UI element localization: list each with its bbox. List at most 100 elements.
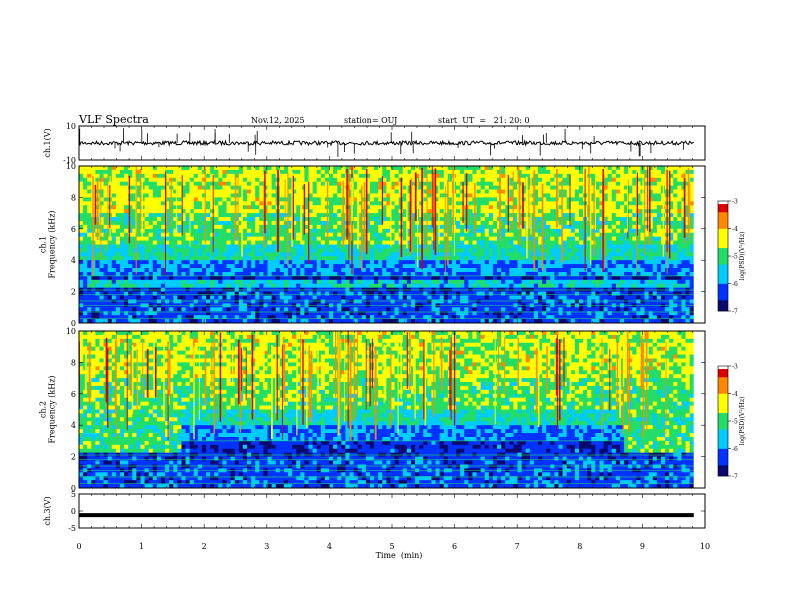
spectrogram-cell	[263, 232, 268, 238]
spectrogram-cell	[173, 232, 178, 238]
spectrogram-cell	[275, 279, 281, 285]
spectrogram-cell	[603, 209, 609, 214]
spectrogram-cell	[480, 256, 486, 261]
spectrogram-cell	[283, 189, 289, 194]
spectrogram-cell	[464, 248, 469, 253]
spectrogram-cell	[357, 181, 363, 187]
spectrogram-cell	[304, 173, 309, 179]
spectrogram-cell	[521, 252, 527, 257]
spectrogram-cell	[570, 193, 576, 198]
spectrogram-cell	[472, 283, 477, 289]
spectrogram-cell	[624, 201, 629, 206]
spectrogram-cell	[369, 217, 375, 222]
spectrogram-cell	[218, 268, 223, 273]
spectrogram-cell	[558, 236, 563, 241]
spectrogram-cell	[628, 268, 633, 273]
spectrogram-cell	[206, 205, 211, 210]
spectrogram-cell	[632, 271, 637, 277]
spectrogram-cell	[283, 205, 289, 210]
spectrogram-cell	[386, 271, 391, 277]
spectrogram-cell	[456, 177, 461, 183]
spectrogram-cell	[255, 177, 260, 183]
spectrogram-cell	[624, 173, 629, 179]
spectrogram-cell	[83, 248, 88, 253]
spectrogram-cell	[488, 209, 494, 214]
spectrogram-cell	[521, 232, 527, 238]
spectrogram-cell	[677, 166, 682, 171]
spectrogram-cell	[197, 236, 203, 241]
spectrogram-cell	[443, 181, 449, 187]
spectrogram-cell	[267, 228, 273, 234]
spectrogram-cell	[595, 271, 600, 277]
spectrogram-cell	[615, 189, 621, 194]
spectrogram-cell	[435, 256, 441, 261]
spectrogram-cell	[218, 209, 223, 214]
spectrogram-cell	[386, 240, 391, 245]
spectrogram-cell	[308, 205, 313, 210]
spectrogram-cell	[226, 232, 232, 238]
spectrogram-cell	[201, 173, 207, 179]
spectrogram-cell	[427, 256, 432, 261]
spectrogram-cell	[238, 173, 244, 179]
spectrogram-cell	[119, 240, 125, 245]
spectrogram-cell	[558, 217, 563, 222]
spectrogram-cell	[591, 177, 596, 183]
spectrogram-cell	[607, 279, 613, 285]
spectrogram-cell	[234, 275, 240, 281]
spectrogram-cell	[542, 201, 547, 206]
spectrogram-cell	[148, 232, 154, 238]
spectrogram-cell	[460, 268, 465, 273]
spectrogram-cell	[488, 201, 494, 206]
spectrogram-cell	[357, 177, 363, 183]
spectrogram-cell	[132, 217, 137, 222]
spectrogram-cell	[79, 236, 84, 241]
spectrogram-cell	[296, 256, 301, 261]
spectrogram-cell	[665, 283, 670, 289]
spectrogram-cell	[624, 260, 629, 265]
spectrogram-cell	[255, 271, 260, 277]
spectrogram-cell	[316, 224, 322, 230]
spectrogram-cell	[652, 193, 658, 198]
spectrogram-cell	[210, 181, 215, 187]
spectrogram-cell	[435, 279, 441, 285]
spectrogram-cell	[484, 177, 490, 183]
spectrogram-cell	[484, 205, 490, 210]
spectrogram-cell	[189, 220, 195, 226]
spectrogram-cell	[439, 166, 445, 171]
spectrogram-cell	[337, 271, 342, 277]
spectrogram-cell	[288, 193, 293, 198]
spectrogram-cell	[99, 271, 104, 277]
spectrogram-cell	[222, 252, 227, 257]
spectrogram-cell	[570, 189, 576, 194]
spectrogram-cell	[242, 209, 248, 214]
spectrogram-cell	[398, 279, 404, 285]
spectrogram-cell	[181, 275, 186, 281]
spectrogram-cell	[435, 283, 441, 289]
spectrogram-cell	[218, 252, 223, 257]
spectrogram-cell	[497, 228, 502, 234]
spectrogram-cell	[353, 264, 359, 269]
spectrogram-cell	[410, 224, 416, 230]
spectrogram-cell	[197, 256, 203, 261]
spectrogram-cell	[681, 197, 686, 202]
spectrogram-cell	[558, 197, 563, 202]
spectrogram-cell	[255, 220, 260, 226]
spectrogram-cell	[406, 220, 412, 226]
spectrogram-cell	[603, 217, 609, 222]
spectrogram-cell	[472, 275, 477, 281]
spectrogram-cell	[214, 197, 219, 202]
spectrogram-cell	[308, 224, 313, 230]
spectrogram-cell	[607, 169, 613, 175]
spectrogram-cell	[652, 271, 658, 277]
spectrogram-cell	[410, 256, 416, 261]
spectrogram-cell	[210, 256, 215, 261]
spectrogram-cell	[255, 256, 260, 261]
spectrogram-cell	[119, 232, 125, 238]
spectrogram-cell	[210, 166, 215, 171]
spectrogram-cell	[296, 189, 301, 194]
spectrogram-cell	[386, 260, 391, 265]
spectrogram-cell	[538, 279, 543, 285]
spectrogram-cell	[115, 260, 121, 265]
spectrogram-cell	[562, 209, 568, 214]
